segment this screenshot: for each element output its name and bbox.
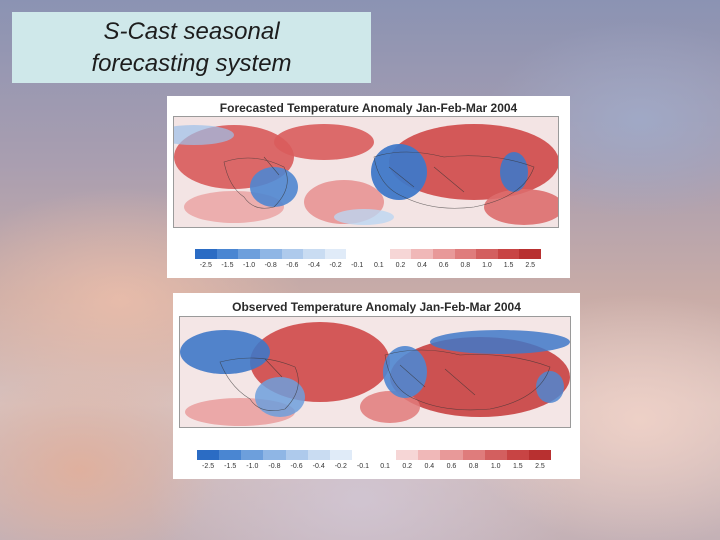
forecast-legend-tick-label: 0.6 [438,262,449,269]
observed-legend-swatch [351,450,374,460]
forecast-legend-tick-label: -2.5 [199,262,212,269]
forecast-legend-swatch [519,249,541,259]
observed-legend-ticks: -2.5 -1.5 -1.0 -0.8 -0.6 -0.4 -0.2 -0.1 0.1 0.2 0.… [197,463,551,475]
observed-legend-tick-label: -2.5 [202,463,215,470]
forecast-legend-swatch [476,249,498,259]
forecast-legend-swatch [411,249,433,259]
observed-legend-tick-label: 1.0 [490,463,501,470]
observed-legend-tick-label: -0.1 [356,463,369,470]
forecast-legend-swatch [195,249,217,259]
slide-title: S-Cast seasonal forecasting system [12,12,371,83]
forecast-legend-swatch [454,249,477,259]
forecast-legend-swatch [303,249,325,259]
forecast-legend-tick-label: -0.8 [264,262,277,269]
observed-legend-tick-label: -1.0 [246,463,259,470]
forecast-legend-tick-label: 0.4 [417,262,427,269]
observed-legend-tick-label: -0.6 [290,463,303,470]
observed-anomaly-map [179,316,571,428]
observed-legend-swatch [285,450,308,460]
observed-legend-swatch [374,450,397,460]
forecast-legend-tick-label: -0.2 [329,262,342,269]
forecast-legend-tick-label: -0.4 [307,262,320,269]
forecast-legend-swatch [216,249,239,259]
forecast-legend-swatch [497,249,520,259]
forecast-legend-tick-label: -0.1 [351,262,364,269]
observed-legend-tick-label: -0.4 [312,463,325,470]
observed-panel-title: Observed Temperature Anomaly Jan-Feb-Mar… [232,300,521,314]
observed-legend-swatch [307,450,330,460]
forecast-legend-tick-label: 1.0 [482,262,492,269]
observed-legend-tick-label: 2.5 [535,463,545,470]
observed-legend-swatch [462,450,485,460]
forecast-legend-tick-label: -0.6 [286,262,299,269]
forecast-map-graphic [174,117,558,227]
observed-legend-swatch [484,450,507,460]
observed-legend-swatch [528,450,551,460]
forecast-legend-ticks: -2.5 -1.5 -1.0 -0.8 -0.6 -0.4 -0.2 -0.1 0.1 0.2 0.… [195,262,541,274]
slide-title-line2: forecasting system [91,49,292,77]
forecast-legend-tick-label: 0.2 [395,262,406,269]
forecast-legend-swatch [368,249,390,259]
forecast-legend-swatch [389,249,412,259]
forecast-legend-tick-label: -1.0 [243,262,256,269]
observed-legend-tick-label: -0.2 [334,463,347,470]
slide-title-line1: S-Cast seasonal [103,17,280,45]
observed-panel: Observed Temperature Anomaly Jan-Feb-Mar… [173,293,580,479]
forecast-legend-swatch [324,249,347,259]
observed-legend-swatch [241,450,264,460]
observed-legend-tick-label: -1.5 [224,463,237,470]
observed-legend-tick-label: 0.1 [380,463,390,470]
observed-legend-swatch [506,450,529,460]
forecast-legend-tick-label: -1.5 [221,262,234,269]
observed-legend-swatch [396,450,419,460]
forecast-legend-tick-label: 0.1 [373,262,384,269]
observed-legend-bar [197,450,551,460]
forecast-legend-swatch [281,249,304,259]
observed-legend-tick-label: 1.5 [512,463,523,470]
observed-legend-swatch [440,450,463,460]
forecast-legend-bar [195,249,541,259]
forecast-legend-tick-label: 0.8 [460,262,471,269]
forecast-legend-swatch [238,249,260,259]
observed-legend-tick-label: 0.2 [402,463,413,470]
observed-legend-swatch [263,450,286,460]
observed-map-graphic [180,317,570,427]
observed-legend-swatch [418,450,441,460]
forecast-panel-title: Forecasted Temperature Anomaly Jan-Feb-M… [219,101,518,115]
forecast-legend-swatch [346,249,368,259]
observed-legend-swatch [197,450,220,460]
forecast-legend-tick-label: 1.5 [503,262,514,269]
observed-legend-swatch [329,450,352,460]
observed-legend-tick-label: 0.6 [446,463,457,470]
forecast-legend-tick-label: 2.5 [525,262,536,269]
forecast-anomaly-map [173,116,559,228]
observed-legend-tick-label: -0.8 [268,463,281,470]
observed-legend-tick-label: 0.4 [424,463,435,470]
forecast-legend-swatch [259,249,282,259]
observed-legend-tick-label: 0.8 [468,463,479,470]
observed-legend-swatch [219,450,242,460]
forecast-panel: Forecasted Temperature Anomaly Jan-Feb-M… [167,96,570,278]
forecast-legend-swatch [432,249,455,259]
